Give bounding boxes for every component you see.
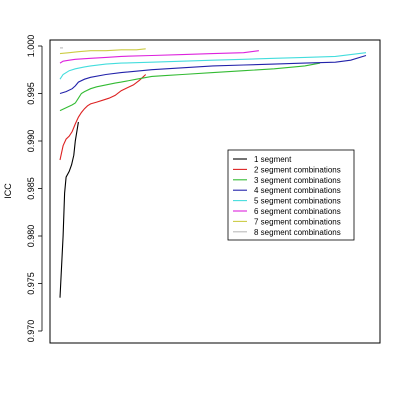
legend-label: 8 segment combinations xyxy=(254,228,341,237)
legend-box xyxy=(227,149,355,241)
series-line-6 xyxy=(59,50,259,64)
y-tick-label: 0.970 xyxy=(26,320,36,343)
y-tick-label: 0.985 xyxy=(26,177,36,200)
legend-label: 4 segment combinations xyxy=(254,186,341,195)
legend-label: 7 segment combinations xyxy=(254,217,341,226)
legend-label: 6 segment combinations xyxy=(254,207,341,216)
legend-label: 1 segment xyxy=(254,155,292,164)
legend-label: 3 segment combinations xyxy=(254,176,341,185)
series-line-7 xyxy=(59,48,146,55)
series-line-1 xyxy=(59,121,79,298)
y-tick-label: 1.000 xyxy=(26,35,36,58)
legend-label: 2 segment combinations xyxy=(254,165,341,174)
series-line-5 xyxy=(59,52,367,80)
legend-label: 5 segment combinations xyxy=(254,197,341,206)
y-tick-label: 0.975 xyxy=(26,272,36,295)
y-tick-label: 0.990 xyxy=(26,130,36,153)
series-layer xyxy=(59,47,367,298)
series-line-3 xyxy=(59,62,321,112)
series-line-2 xyxy=(59,74,147,161)
plot-frame xyxy=(49,39,381,344)
y-tick-label: 0.980 xyxy=(26,225,36,248)
y-axis-title: ICC xyxy=(3,183,13,199)
y-tick-label: 0.995 xyxy=(26,82,36,105)
y-axis: 0.970 0.975 0.980 0.985 0.990 0.995 1.000 xyxy=(26,35,43,343)
series-line-4 xyxy=(59,54,367,95)
